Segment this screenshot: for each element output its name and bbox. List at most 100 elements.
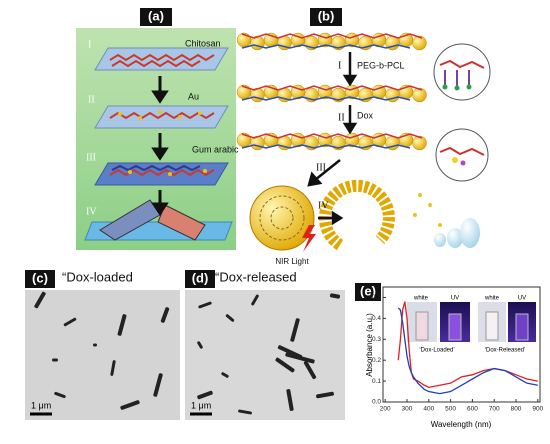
annotation: PEG-b-PCL [357, 60, 405, 70]
y-tick-label: 0.2 [372, 357, 381, 364]
polymer-chain [241, 85, 423, 91]
polymer-chain [241, 96, 411, 101]
nanoparticle [412, 135, 427, 151]
panel-b: (b) I II III [236, 8, 491, 266]
rod [275, 357, 295, 373]
panel-label-box [25, 270, 55, 288]
spectrum-line [397, 307, 538, 395]
insets [407, 302, 536, 342]
rod [251, 294, 259, 306]
rod [34, 291, 46, 309]
inset-label: UV [518, 296, 526, 302]
rod [198, 301, 212, 309]
y-tick-label: 0.0 [372, 399, 381, 406]
rod [303, 360, 317, 380]
annotation: ‘Dox-Loaded’ [419, 348, 454, 354]
panel-label-box [355, 283, 381, 301]
arrows [307, 52, 358, 226]
annotation: Au [188, 91, 199, 101]
rod [52, 358, 58, 362]
annotation: Chitosan [185, 38, 221, 48]
rod [197, 341, 203, 349]
inset-label: white [413, 296, 429, 302]
annotation: ‘Dox-Released’ [485, 348, 526, 354]
rod [329, 293, 341, 299]
polymer-chain [241, 33, 423, 39]
x-tick-label: 500 [445, 406, 456, 413]
polymer-chain [241, 44, 411, 49]
panel-d: (d) “Dox-released 1 μm [185, 269, 345, 420]
sheets [236, 32, 427, 151]
arrows [151, 76, 169, 216]
rod [153, 373, 163, 397]
inset-label: white [484, 296, 500, 302]
x-tick-label: 700 [489, 406, 500, 413]
rod [120, 400, 140, 410]
scale-label: 1 μm [31, 400, 51, 410]
panel-c: (c) “Dox-loaded 1 μm [25, 269, 180, 420]
panel-label-box [310, 8, 342, 26]
annotation: Gum arabic [192, 144, 239, 154]
step-label: IV [318, 200, 329, 211]
layers [84, 47, 233, 241]
step-label: IV [86, 206, 97, 217]
rod [277, 345, 303, 359]
scale-label: 1 μm [191, 400, 211, 410]
x-tick-label: 300 [402, 406, 413, 413]
x-tick-label: 900 [532, 406, 543, 413]
gold-dots [118, 110, 207, 176]
rods [197, 293, 341, 415]
rod [238, 409, 252, 415]
panel-label: (a) [148, 8, 164, 23]
step-label: III [86, 152, 96, 163]
rod [63, 317, 77, 327]
panel-label-box [185, 270, 215, 288]
nanoparticle [412, 87, 427, 103]
annotation: Dox [357, 110, 374, 120]
panel-label: (d) [192, 270, 209, 285]
rod [225, 314, 235, 322]
rod [290, 318, 300, 342]
y-tick-label: 0.3 [372, 336, 381, 343]
caption: “Dox-released [215, 269, 297, 284]
rod [110, 360, 116, 376]
rods [34, 291, 170, 410]
zoom-insets [433, 43, 491, 182]
y-tick-label: 0.5 [372, 294, 381, 301]
annotation: NIR Light [275, 257, 309, 266]
inset-label: UV [451, 296, 459, 302]
chains [109, 53, 215, 177]
caption: “Dox-loaded [62, 269, 133, 284]
polymer-chain [241, 133, 423, 139]
panel-label-box [140, 8, 172, 26]
step-label: III [316, 162, 326, 173]
panel-label: (b) [318, 8, 335, 23]
rod [93, 343, 97, 347]
panel-e: (e) white UV white UV ‘Dox-Loaded’ ‘Dox-… [355, 283, 544, 429]
rod [117, 314, 127, 336]
step-label: II [338, 112, 345, 123]
rod [316, 391, 334, 399]
panel-label: (e) [360, 283, 376, 298]
step-label: I [338, 60, 341, 71]
x-tick-label: 600 [467, 406, 478, 413]
rod [54, 391, 66, 399]
y-tick-label: 0.4 [372, 315, 381, 322]
scrolls [249, 179, 480, 252]
x-tick-label: 400 [423, 406, 434, 413]
rod [286, 389, 294, 411]
step-label: I [88, 39, 91, 50]
y-tick-label: 0.1 [372, 378, 381, 385]
x-tick-label: 800 [511, 406, 522, 413]
rod [221, 372, 229, 378]
step-label: II [88, 94, 95, 105]
y-axis-label: Absorbance (a.u.) [365, 313, 374, 377]
tem-image [185, 290, 345, 420]
x-tick-label: 200 [380, 406, 391, 413]
panel-a: (a) I II III IV Chitosan A [76, 8, 239, 250]
panel-label: (c) [32, 270, 48, 285]
nanoparticle [412, 35, 427, 51]
tem-image [25, 290, 180, 420]
polymer-chain [241, 144, 411, 149]
